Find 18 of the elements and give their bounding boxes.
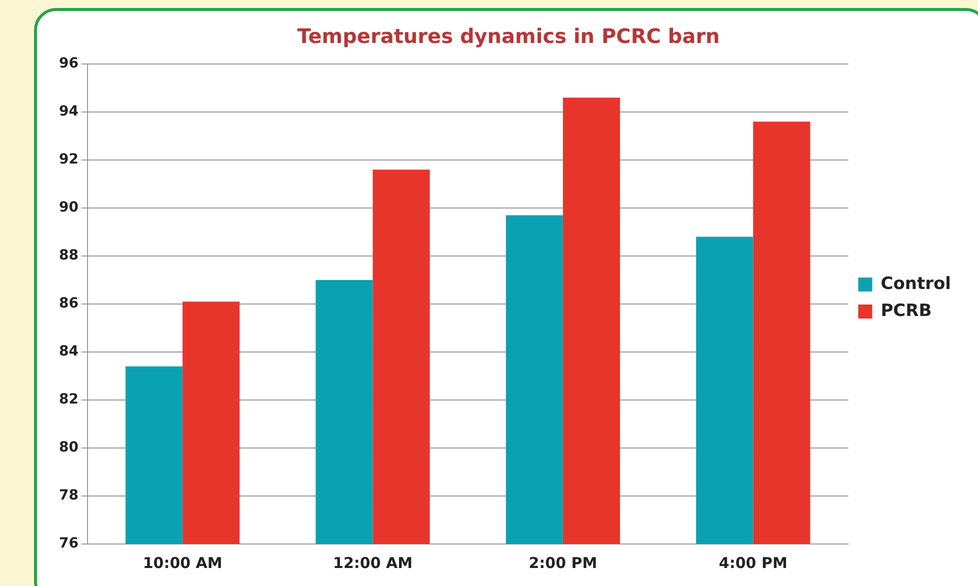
y-tick-label: 86 — [59, 296, 78, 312]
x-tick-label: 4:00 PM — [718, 554, 788, 572]
legend-label: Control — [880, 274, 952, 294]
y-tick-label: 96 — [59, 56, 78, 72]
y-tick-label: 94 — [59, 104, 79, 120]
y-tick-label: 92 — [59, 152, 78, 168]
chart-title: Temperatures dynamics in PCRC barn — [297, 24, 720, 48]
x-tick-label: 12:00 AM — [333, 554, 413, 572]
y-tick-label: 80 — [59, 440, 79, 456]
x-tick-label: 2:00 PM — [528, 554, 598, 572]
y-tick-label: 82 — [59, 392, 78, 408]
legend-label: PCRB — [880, 300, 932, 321]
y-tick-label: 88 — [59, 248, 78, 264]
y-tick-label: 76 — [59, 536, 78, 552]
y-tick-label: 78 — [59, 488, 78, 504]
y-tick-label: 90 — [59, 200, 79, 216]
x-tick-label: 10:00 AM — [142, 554, 222, 572]
y-tick-label: 84 — [59, 344, 79, 360]
